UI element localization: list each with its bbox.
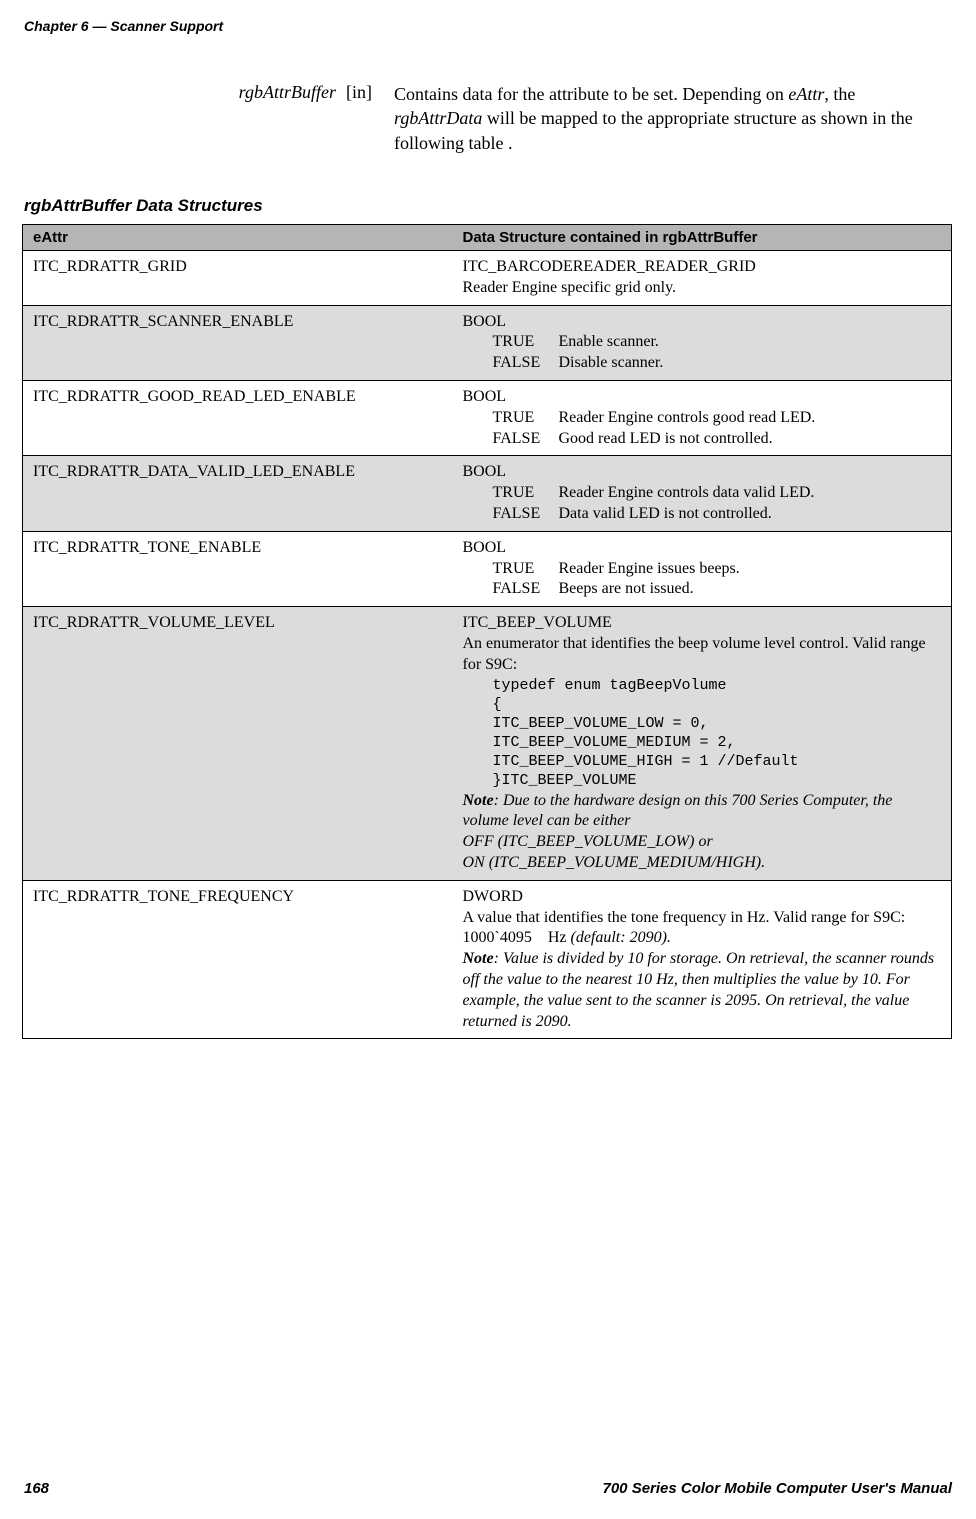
- cell-eattr: ITC_RDRATTR_TONE_FREQUENCY: [23, 880, 453, 1039]
- param-direction: [in]: [346, 82, 394, 155]
- table-title: rgbAttrBuffer Data Structures: [24, 196, 263, 216]
- col-eattr: eAttr: [23, 225, 453, 251]
- header-sep: —: [89, 18, 111, 34]
- manual-title: 700 Series Color Mobile Computer User's …: [603, 1480, 953, 1497]
- cell-eattr: ITC_RDRATTR_VOLUME_LEVEL: [23, 607, 453, 881]
- table-row: ITC_RDRATTR_VOLUME_LEVEL ITC_BEEP_VOLUME…: [23, 607, 952, 881]
- cell-datastruct: ITC_BARCODEREADER_READER_GRID Reader Eng…: [453, 251, 952, 306]
- table-row: ITC_RDRATTR_GRID ITC_BARCODEREADER_READE…: [23, 251, 952, 306]
- table-row: ITC_RDRATTR_TONE_ENABLE BOOL TRUEReader …: [23, 531, 952, 606]
- cell-eattr: ITC_RDRATTR_GOOD_READ_LED_ENABLE: [23, 380, 453, 455]
- table-row: ITC_RDRATTR_GOOD_READ_LED_ENABLE BOOL TR…: [23, 380, 952, 455]
- cell-datastruct: BOOL TRUEEnable scanner. FALSEDisable sc…: [453, 305, 952, 380]
- running-header: Chapter 6 — Scanner Support: [24, 18, 223, 34]
- cell-datastruct: BOOL TRUEReader Engine issues beeps. FAL…: [453, 531, 952, 606]
- table-row: ITC_RDRATTR_TONE_FREQUENCY DWORD A value…: [23, 880, 952, 1039]
- cell-eattr: ITC_RDRATTR_DATA_VALID_LED_ENABLE: [23, 456, 453, 531]
- table-header-row: eAttr Data Structure contained in rgbAtt…: [23, 225, 952, 251]
- col-datastruct: Data Structure contained in rgbAttrBuffe…: [453, 225, 952, 251]
- parameter-block: rgbAttrBuffer [in] Contains data for the…: [216, 82, 946, 155]
- cell-eattr: ITC_RDRATTR_SCANNER_ENABLE: [23, 305, 453, 380]
- param-description: Contains data for the attribute to be se…: [394, 82, 946, 155]
- chapter-title: Scanner Support: [110, 18, 223, 34]
- running-footer: 168 700 Series Color Mobile Computer Use…: [24, 1480, 952, 1497]
- cell-eattr: ITC_RDRATTR_TONE_ENABLE: [23, 531, 453, 606]
- data-structures-table: eAttr Data Structure contained in rgbAtt…: [22, 224, 952, 1039]
- cell-datastruct: ITC_BEEP_VOLUME An enumerator that ident…: [453, 607, 952, 881]
- param-name: rgbAttrBuffer: [216, 82, 346, 155]
- chapter-number: Chapter 6: [24, 18, 89, 34]
- table-row: ITC_RDRATTR_DATA_VALID_LED_ENABLE BOOL T…: [23, 456, 952, 531]
- cell-datastruct: BOOL TRUEReader Engine controls data val…: [453, 456, 952, 531]
- page-number: 168: [24, 1480, 49, 1497]
- cell-eattr: ITC_RDRATTR_GRID: [23, 251, 453, 306]
- cell-datastruct: DWORD A value that identifies the tone f…: [453, 880, 952, 1039]
- table-row: ITC_RDRATTR_SCANNER_ENABLE BOOL TRUEEnab…: [23, 305, 952, 380]
- cell-datastruct: BOOL TRUEReader Engine controls good rea…: [453, 380, 952, 455]
